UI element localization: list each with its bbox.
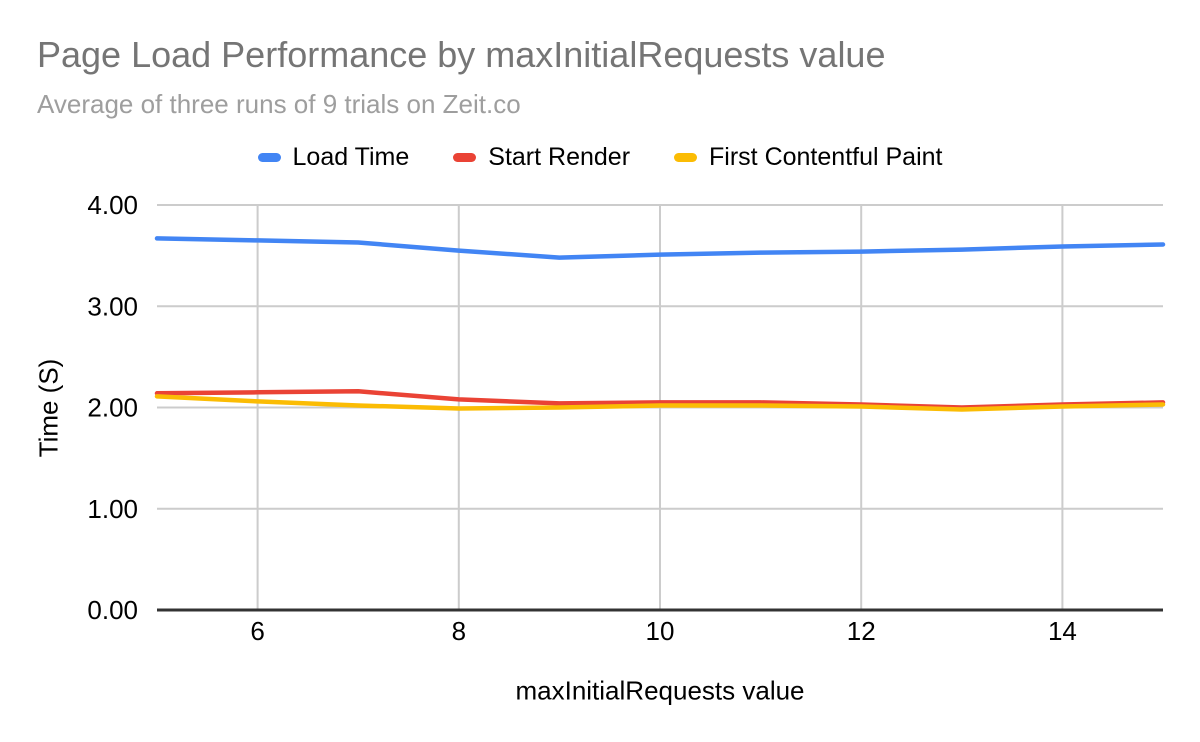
chart-title: Page Load Performance by maxInitialReque… bbox=[37, 34, 886, 75]
legend-item-first-contentful-paint: First Contentful Paint bbox=[674, 143, 942, 172]
x-tick-label: 14 bbox=[1048, 616, 1077, 646]
legend-label-load-time: Load Time bbox=[292, 142, 410, 171]
series-line-first-contentful-paint bbox=[154, 394, 1166, 412]
y-tick-label: 4.00 bbox=[87, 190, 138, 220]
legend-item-load-time: Load Time bbox=[257, 142, 410, 172]
series-line-load-time bbox=[154, 236, 1166, 260]
legend-label-start-render: Start Render bbox=[488, 142, 631, 171]
legend: Load Time Start Render First Contentful … bbox=[0, 141, 1200, 173]
legend-label-first-contentful-paint: First Contentful Paint bbox=[709, 142, 943, 171]
y-tick-label: 0.00 bbox=[87, 595, 138, 625]
chart-subtitle: Average of three runs of 9 trials on Zei… bbox=[37, 89, 521, 119]
y-tick-label: 1.00 bbox=[87, 494, 138, 524]
x-tick-label: 12 bbox=[847, 616, 876, 646]
x-tick-label: 6 bbox=[250, 616, 264, 646]
x-axis-title: maxInitialRequests value bbox=[515, 675, 805, 706]
x-tick-label: 8 bbox=[452, 616, 466, 646]
y-tick-label: 3.00 bbox=[87, 291, 138, 321]
y-tick-label: 2.00 bbox=[87, 393, 138, 423]
legend-item-start-render: Start Render bbox=[453, 143, 630, 172]
load-time-swatch-icon bbox=[257, 152, 281, 162]
start-render-swatch-icon bbox=[453, 152, 477, 162]
x-tick-label: 10 bbox=[646, 616, 675, 646]
y-axis-title: Time (S) bbox=[33, 358, 64, 458]
first-contentful-paint-swatch-icon bbox=[674, 152, 698, 162]
